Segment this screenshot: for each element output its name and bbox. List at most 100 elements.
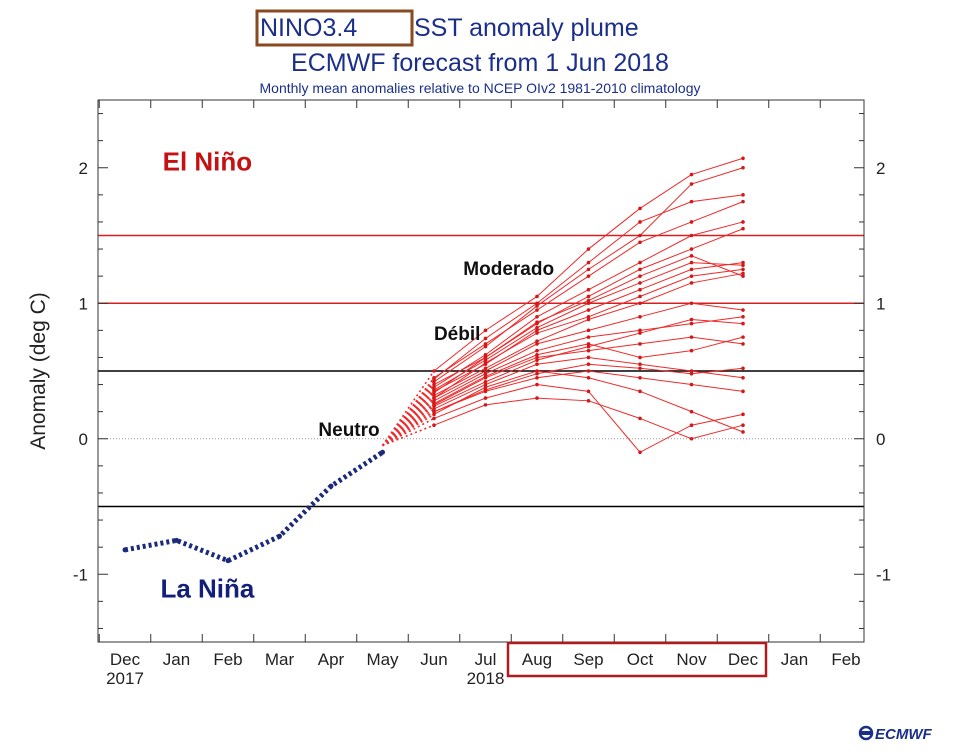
ensemble-point	[689, 220, 694, 224]
ensemble-point	[689, 369, 694, 373]
ensemble-point	[741, 389, 745, 394]
ensemble-point	[586, 348, 591, 353]
ensemble-point	[432, 396, 436, 400]
ensemble-point	[535, 339, 539, 343]
ensemble-member-line	[433, 397, 744, 440]
ensemble-point	[535, 328, 539, 333]
y-tick-label-right: 2	[876, 159, 885, 178]
ensemble-point	[689, 382, 694, 387]
ensemble-point	[638, 301, 642, 306]
ensemble-point	[483, 328, 488, 333]
ensemble-point	[638, 355, 642, 360]
x-tick-label-month: Feb	[213, 650, 242, 669]
ensemble-point	[535, 355, 539, 360]
ensemble-member-line	[433, 384, 744, 453]
ensemble-point	[638, 220, 642, 224]
x-tick-label-month: Oct	[627, 650, 654, 669]
ensemble-point	[689, 409, 694, 414]
ensemble-point	[638, 450, 642, 455]
ensemble-point	[741, 412, 745, 417]
ensemble-point	[535, 371, 539, 376]
ensemble-point	[483, 385, 488, 390]
ensemble-point	[741, 366, 745, 371]
ensemble-point	[586, 308, 591, 312]
ensemble-point	[741, 335, 745, 339]
title-nino34: NINO3.4	[260, 14, 357, 42]
ensemble-point	[741, 308, 745, 312]
ecmwf-logo: ECMWF	[858, 725, 932, 743]
y-tick-label-left: 0	[79, 430, 88, 449]
ensemble-point	[535, 320, 539, 325]
ensemble-point	[483, 355, 488, 360]
ensemble-point	[483, 396, 488, 400]
ensemble-point	[432, 399, 436, 403]
ensemble-point	[741, 423, 745, 428]
x-tick-label-month: Feb	[831, 650, 860, 669]
logo-text: ECMWF	[875, 726, 932, 743]
ensemble-point	[689, 423, 694, 428]
ensemble-point	[586, 369, 591, 373]
observed-point	[225, 558, 231, 564]
ensemble-point	[535, 362, 539, 367]
ensemble-point	[638, 274, 642, 278]
region-label: La Niña	[160, 573, 254, 603]
ensemble-point	[432, 409, 436, 414]
ensemble-point	[483, 336, 488, 341]
y-tick-label-left: 1	[79, 294, 88, 313]
ensemble-point	[741, 267, 745, 272]
ensemble-point	[586, 344, 591, 349]
ensemble-point	[638, 287, 642, 292]
plot-area: -1 -1 0 0 1 1 2 2 Dec Jan Feb Mar Apr May Jun Jul Aug Sep…	[73, 100, 891, 688]
ensemble-connector	[381, 378, 435, 447]
ensemble-point	[586, 247, 591, 251]
ensemble-point	[741, 342, 745, 346]
x-tick-label-month: Dec	[110, 650, 141, 669]
ensemble-point	[689, 254, 694, 258]
ensemble-point	[638, 315, 642, 319]
ensemble-point	[741, 271, 745, 276]
y-tick-label-right: -1	[876, 565, 891, 584]
ensemble-point	[741, 193, 745, 197]
ensemble-connector	[382, 405, 435, 447]
ensemble-point	[483, 388, 488, 392]
ensemble-point	[432, 385, 436, 390]
ensemble-connector	[382, 410, 435, 447]
title-highlight-box	[255, 9, 414, 47]
ensemble-connector	[381, 392, 435, 447]
ensemble-point	[689, 301, 694, 306]
ensemble-point	[689, 371, 694, 376]
ensemble-point	[535, 352, 539, 357]
ensemble-point	[535, 315, 539, 319]
ensemble-point	[535, 358, 539, 362]
ensemble-point	[432, 423, 436, 428]
ensemble-point	[483, 371, 488, 376]
ensemble-point	[586, 287, 591, 292]
ensemble-point	[638, 281, 642, 285]
ensemble-point	[689, 281, 694, 285]
ensemble-point	[638, 328, 642, 333]
forecast-months-highlight-box	[506, 641, 768, 678]
ensemble-point	[535, 331, 539, 335]
ensemble-point	[586, 298, 591, 303]
ensemble-point	[535, 369, 539, 373]
ensemble-point	[586, 335, 591, 339]
ensemble-point	[483, 366, 488, 371]
ensemble-point	[689, 247, 694, 251]
ensemble-point	[741, 263, 745, 268]
ensemble-point	[483, 382, 488, 387]
ensemble-point	[689, 233, 694, 238]
x-tick-label-month: Jan	[781, 650, 808, 669]
ensemble-point	[638, 260, 642, 265]
x-tick-label-year: 2018	[467, 669, 505, 688]
ensemble-point	[638, 233, 642, 238]
ensemble-point	[586, 342, 591, 346]
ensemble-point	[741, 165, 745, 170]
ensemble-point	[586, 274, 591, 278]
ensemble-point	[741, 199, 745, 204]
ensemble-point	[586, 260, 591, 265]
x-tick-label-month: Jul	[475, 650, 497, 669]
ensemble-point	[483, 342, 488, 346]
ensemble-point	[638, 331, 642, 335]
ensemble-point	[432, 416, 436, 421]
